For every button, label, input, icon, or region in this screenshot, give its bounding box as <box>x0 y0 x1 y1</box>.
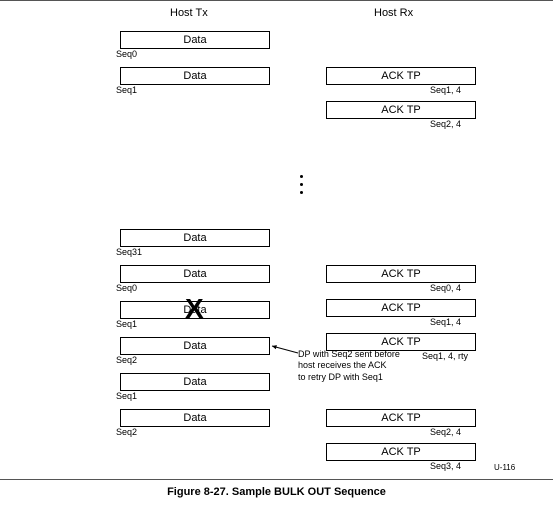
tx-seq-label: Seq31 <box>116 247 142 257</box>
tx-seq-label: Seq2 <box>116 427 137 437</box>
column-header-tx: Host Tx <box>170 7 208 19</box>
tx-data-packet: Data <box>120 409 270 427</box>
tx-data-packet: Data <box>120 31 270 49</box>
ellipsis-dot <box>300 175 303 178</box>
figure-uid: U-116 <box>494 463 515 472</box>
column-header-rx: Host Rx <box>374 7 413 19</box>
sequence-diagram: Host TxHost RxDataSeq0DataSeq1DataSeq31D… <box>0 0 553 480</box>
rx-ack-packet: ACK TP <box>326 443 476 461</box>
rx-ack-packet: ACK TP <box>326 101 476 119</box>
tx-data-packet: Data <box>120 373 270 391</box>
rx-seq-label: Seq2, 4 <box>430 119 461 129</box>
rx-seq-label: Seq3, 4 <box>430 461 461 471</box>
rx-ack-packet: ACK TP <box>326 265 476 283</box>
rx-seq-label: Seq2, 4 <box>430 427 461 437</box>
annotation-text: DP with Seq2 sent beforehost receives th… <box>298 349 400 383</box>
rx-seq-label: Seq1, 4, rty <box>422 351 468 361</box>
ellipsis-dot <box>300 191 303 194</box>
rx-ack-packet: ACK TP <box>326 299 476 317</box>
rx-ack-packet: ACK TP <box>326 67 476 85</box>
rx-seq-label: Seq1, 4 <box>430 317 461 327</box>
rx-seq-label: Seq0, 4 <box>430 283 461 293</box>
tx-data-packet: Data <box>120 265 270 283</box>
rx-seq-label: Seq1, 4 <box>430 85 461 95</box>
tx-seq-label: Seq1 <box>116 391 137 401</box>
error-x-icon: X <box>185 295 204 323</box>
tx-seq-label: Seq2 <box>116 355 137 365</box>
tx-seq-label: Seq0 <box>116 49 137 59</box>
tx-data-packet: Data <box>120 337 270 355</box>
figure-caption: Figure 8-27. Sample BULK OUT Sequence <box>0 480 553 508</box>
rx-ack-packet: ACK TP <box>326 409 476 427</box>
tx-data-packet: Data <box>120 229 270 247</box>
ellipsis-dot <box>300 183 303 186</box>
tx-seq-label: Seq1 <box>116 85 137 95</box>
tx-data-packet: Data <box>120 67 270 85</box>
tx-seq-label: Seq0 <box>116 283 137 293</box>
tx-seq-label: Seq1 <box>116 319 137 329</box>
